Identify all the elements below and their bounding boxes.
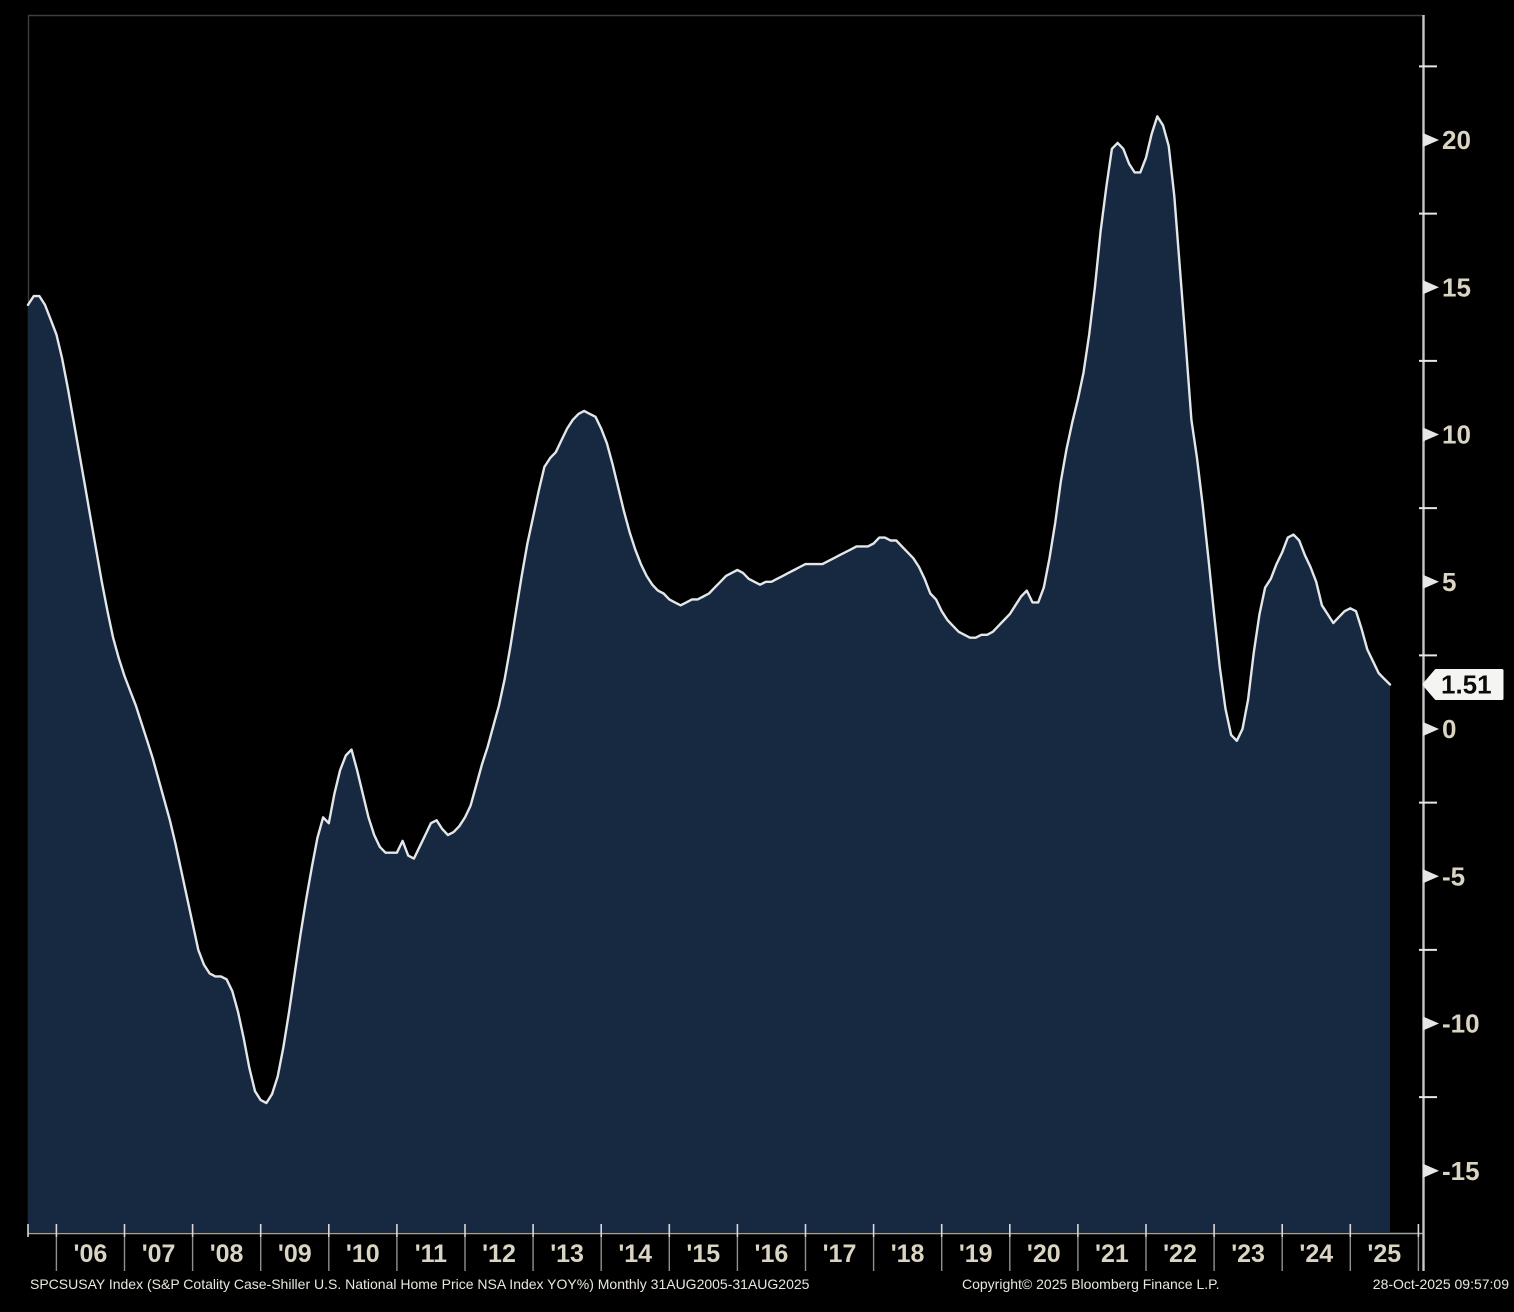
x-axis-year-label: '24 [1299, 1240, 1333, 1268]
last-price-tag-shape [1422, 669, 1504, 700]
y-axis-arrow-tick [1423, 133, 1439, 147]
y-axis-arrow-tick [1423, 280, 1439, 295]
y-axis-label: -15 [1442, 1156, 1480, 1186]
x-axis-year-label: '09 [278, 1240, 312, 1268]
y-axis-arrow-tick [1423, 1016, 1439, 1031]
y-axis-arrow-tick [1423, 869, 1439, 884]
x-axis-year-label: '08 [210, 1240, 244, 1268]
x-axis-year-label: '20 [1027, 1240, 1061, 1268]
x-axis-year-label: '14 [618, 1240, 652, 1268]
footer-timestamp: 28-Oct-2025 09:57:09 [1372, 1276, 1509, 1292]
x-axis-year-label: '16 [755, 1240, 789, 1268]
footer-bar: SPCSUSAY Index (S&P Cotality Case-Shille… [0, 1272, 1514, 1298]
last-price-tag-label: 1.51 [1441, 670, 1492, 700]
y-axis-label: 10 [1442, 420, 1471, 450]
y-axis-label: -10 [1442, 1009, 1480, 1039]
x-axis-year-label: '17 [823, 1240, 857, 1268]
x-axis-year-label: '21 [1095, 1240, 1129, 1268]
x-axis-year-label: '23 [1231, 1240, 1265, 1268]
price-series [26, 115, 1392, 1232]
x-axis-year-label: '25 [1367, 1240, 1401, 1268]
footer-description: SPCSUSAY Index (S&P Cotality Case-Shille… [30, 1276, 810, 1292]
y-axis-label: 20 [1442, 125, 1471, 155]
y-axis-arrow-tick [1423, 1163, 1439, 1178]
last-price-tag: 1.51 [1422, 669, 1504, 700]
y-axis-label: -5 [1442, 861, 1465, 891]
footer-copyright: Copyright© 2025 Bloomberg Finance L.P. [962, 1276, 1220, 1292]
x-axis-year-label: '22 [1163, 1240, 1197, 1268]
x-axis-year-label: '13 [550, 1240, 584, 1268]
x-axis-year-label: '10 [346, 1240, 380, 1268]
x-axis-year-label: '19 [959, 1240, 993, 1268]
y-axis: 20 15 10 5 0 -5 -10 -15 [1419, 15, 1480, 1271]
x-axis-year-label: '06 [74, 1240, 108, 1268]
x-axis-year-label: '07 [142, 1240, 176, 1268]
y-axis-label: 0 [1442, 714, 1456, 744]
y-axis-arrow-tick [1423, 722, 1439, 736]
x-axis-year-label: '12 [482, 1240, 516, 1268]
x-axis-year-label: '15 [686, 1240, 720, 1268]
y-axis-label: 5 [1442, 567, 1456, 597]
y-axis-arrow-tick [1423, 574, 1439, 589]
x-axis-year-label: '18 [891, 1240, 925, 1268]
price-area [28, 116, 1390, 1232]
price-line [26, 115, 1392, 1105]
x-axis: '06 '07 '08 '09 '10 '11 '12 '13 '14 '15 '16 '17 '18 '… [27, 1224, 1423, 1271]
y-axis-arrow-tick [1423, 427, 1439, 442]
x-axis-year-label: '11 [415, 1240, 447, 1268]
y-axis-label: 15 [1442, 272, 1471, 302]
